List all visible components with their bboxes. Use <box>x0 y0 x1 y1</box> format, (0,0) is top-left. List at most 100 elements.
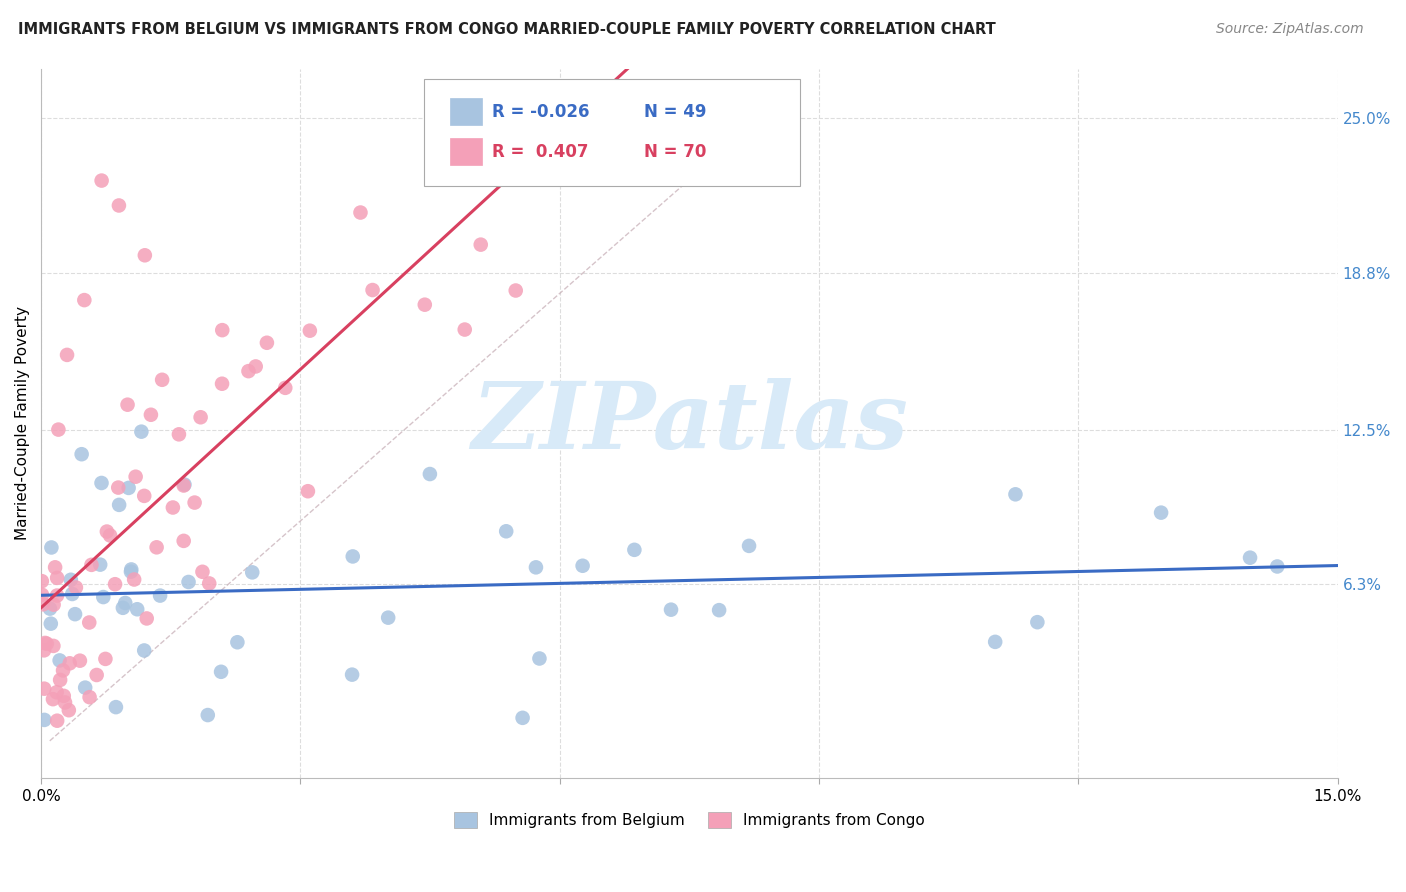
FancyBboxPatch shape <box>450 98 482 125</box>
Point <box>127 602 149 616</box>
Point <box>60 587 83 601</box>
Point <box>1150 506 1173 520</box>
Point <box>1239 550 1261 565</box>
Point <box>46 714 69 728</box>
Point <box>298 324 321 338</box>
Point <box>111 600 134 615</box>
Point <box>96 524 118 539</box>
Point <box>42 639 65 653</box>
Point <box>104 700 127 714</box>
Point <box>48 653 70 667</box>
Point <box>274 381 297 395</box>
Point <box>39 616 62 631</box>
Point <box>42 598 65 612</box>
Point <box>48 423 70 437</box>
Point <box>134 489 156 503</box>
Point <box>162 500 184 515</box>
Point <box>70 447 93 461</box>
FancyBboxPatch shape <box>450 138 482 165</box>
Point <box>73 293 96 307</box>
Point <box>502 90 524 104</box>
Point <box>167 427 190 442</box>
Point <box>529 651 551 665</box>
Point <box>59 573 82 587</box>
Point <box>42 692 65 706</box>
Point <box>183 495 205 509</box>
Point <box>454 322 477 336</box>
Point <box>34 636 56 650</box>
Point <box>52 689 75 703</box>
Point <box>470 237 492 252</box>
Text: Source: ZipAtlas.com: Source: ZipAtlas.com <box>1216 22 1364 37</box>
Point <box>134 643 156 657</box>
Point <box>90 475 112 490</box>
Point <box>131 425 153 439</box>
Point <box>135 611 157 625</box>
Point <box>149 589 172 603</box>
Point <box>108 198 131 212</box>
Point <box>46 571 69 585</box>
Point <box>44 560 66 574</box>
Point <box>377 610 399 624</box>
Text: R = -0.026: R = -0.026 <box>492 103 591 120</box>
Point <box>32 643 55 657</box>
Point <box>1026 615 1049 630</box>
Point <box>134 248 156 262</box>
Point <box>623 542 645 557</box>
Text: R =  0.407: R = 0.407 <box>492 143 589 161</box>
Point <box>35 637 58 651</box>
Point <box>256 335 278 350</box>
Point <box>31 588 53 602</box>
Point <box>524 560 547 574</box>
Point <box>173 478 195 492</box>
Point <box>707 603 730 617</box>
Text: IMMIGRANTS FROM BELGIUM VS IMMIGRANTS FROM CONGO MARRIED-COUPLE FAMILY POVERTY C: IMMIGRANTS FROM BELGIUM VS IMMIGRANTS FR… <box>18 22 995 37</box>
Point <box>49 673 72 687</box>
Point <box>173 533 195 548</box>
Point <box>69 654 91 668</box>
Point <box>58 703 80 717</box>
Point <box>1004 487 1026 501</box>
Point <box>46 589 69 603</box>
Point <box>53 695 76 709</box>
Point <box>52 664 75 678</box>
Text: ZIPatlas: ZIPatlas <box>471 378 908 468</box>
Point <box>120 562 142 576</box>
Point <box>197 708 219 723</box>
Point <box>89 558 111 572</box>
Point <box>122 573 145 587</box>
Point <box>191 565 214 579</box>
Point <box>39 601 62 615</box>
Point <box>240 566 263 580</box>
Text: N = 49: N = 49 <box>644 103 707 120</box>
Point <box>226 635 249 649</box>
Point <box>190 410 212 425</box>
Point <box>32 597 55 611</box>
Point <box>984 635 1007 649</box>
Point <box>145 541 167 555</box>
Point <box>150 373 173 387</box>
Point <box>59 657 82 671</box>
Point <box>65 581 87 595</box>
Point <box>297 484 319 499</box>
FancyBboxPatch shape <box>423 79 800 186</box>
Point <box>1265 559 1288 574</box>
Point <box>211 376 233 391</box>
Point <box>45 685 67 699</box>
Point <box>198 576 221 591</box>
Point <box>56 348 79 362</box>
Point <box>505 284 527 298</box>
Point <box>517 133 540 147</box>
Point <box>659 602 682 616</box>
Point <box>419 467 441 481</box>
Point <box>94 652 117 666</box>
Point <box>91 590 114 604</box>
Point <box>177 574 200 589</box>
Text: N = 70: N = 70 <box>644 143 706 161</box>
Point <box>108 498 131 512</box>
Point <box>361 283 384 297</box>
Point <box>41 541 63 555</box>
Point <box>90 173 112 187</box>
Y-axis label: Married-Couple Family Poverty: Married-Couple Family Poverty <box>15 306 30 541</box>
Point <box>114 596 136 610</box>
